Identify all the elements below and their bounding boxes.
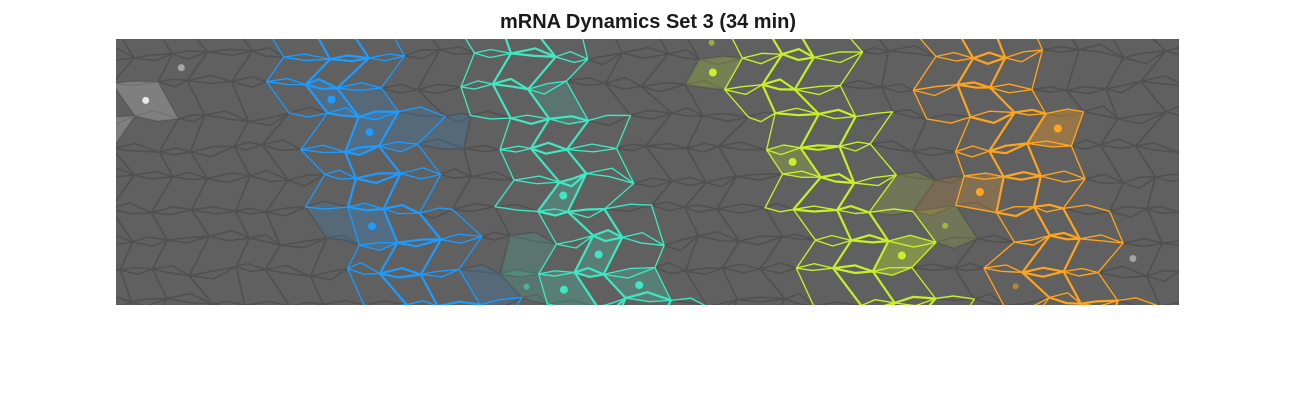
cell-membrane (116, 167, 136, 203)
cell-membrane (969, 292, 1005, 305)
transcription-spot (897, 251, 906, 260)
stripe-cell-outline (795, 262, 862, 305)
stripe-tinted-cell (417, 113, 471, 149)
stripe-cell-outline (478, 296, 523, 305)
stripe-tinted-cell (337, 82, 399, 120)
stripe-tinted-cell (305, 201, 360, 245)
stripe-cell-outline (860, 299, 896, 305)
transcription-spot (1053, 124, 1062, 133)
cell-membrane (545, 299, 593, 305)
transcription-spot (559, 191, 568, 200)
stripe-cell-outline (667, 297, 706, 305)
cell-membrane (235, 262, 291, 305)
cell-membrane (291, 301, 325, 305)
stripe-cell-outline (1115, 297, 1158, 305)
cell-membrane (515, 293, 549, 305)
transcription-spot (975, 188, 984, 196)
cell-membrane (1003, 296, 1052, 305)
stripe-layer (265, 39, 1158, 305)
stripe-tinted-cell (500, 232, 557, 277)
nuclei-layer (116, 39, 1137, 305)
transcription-spot (594, 250, 603, 259)
transcription-spot (327, 95, 336, 104)
embryo-image (116, 39, 1179, 305)
cell-membrane (244, 300, 289, 305)
transcription-spot (635, 281, 644, 290)
cell-membrane (1145, 269, 1179, 305)
stripe-tinted-cell (913, 176, 965, 216)
cell-membrane (733, 296, 787, 305)
stripe-cell-outline (891, 295, 937, 305)
stripe-cell-outline (929, 295, 975, 305)
cell-membrane (1162, 301, 1179, 305)
cell-membrane (211, 300, 246, 305)
figure-title: mRNA Dynamics Set 3 (34 min) (499, 11, 796, 33)
transcription-spot (1012, 283, 1019, 290)
gray-transcription-spot (1129, 255, 1137, 262)
transcription-spot (708, 68, 717, 77)
cell-membrane (711, 298, 739, 305)
stripe-tinted-cell (528, 81, 589, 124)
cell-membrane (128, 297, 169, 305)
expression-stripe-1 (265, 39, 523, 305)
gray-transcription-spot (177, 64, 185, 72)
stripe-cell-outline (437, 300, 482, 305)
stripe-cell-outline (621, 291, 673, 305)
stripe-cell-outline (602, 297, 627, 305)
stripe-cell-outline (405, 300, 437, 305)
stripe-cell-outline (1042, 292, 1082, 305)
stripe-cell-outline (1078, 299, 1119, 305)
cell-membrane (814, 301, 863, 305)
cell-membrane (163, 292, 215, 305)
transcription-spot (708, 39, 715, 46)
cell-membrane (116, 296, 133, 305)
cell-membrane (780, 292, 814, 305)
expression-stripe-2 (460, 39, 706, 305)
transcription-spot (559, 285, 568, 294)
transcription-spot (788, 157, 797, 166)
transcription-spot (523, 283, 530, 290)
transcription-spot (365, 128, 374, 137)
cell-membrane (321, 299, 366, 305)
stripe-cell-outline (538, 270, 598, 305)
cell-membrane (116, 47, 136, 81)
stripe-tinted-cell (869, 172, 936, 215)
transcription-spot (942, 222, 949, 229)
cell-membrane (362, 300, 409, 305)
gray-transcription-spot (142, 96, 150, 104)
embryo-svg (116, 39, 1179, 305)
transcription-spot (368, 222, 377, 231)
